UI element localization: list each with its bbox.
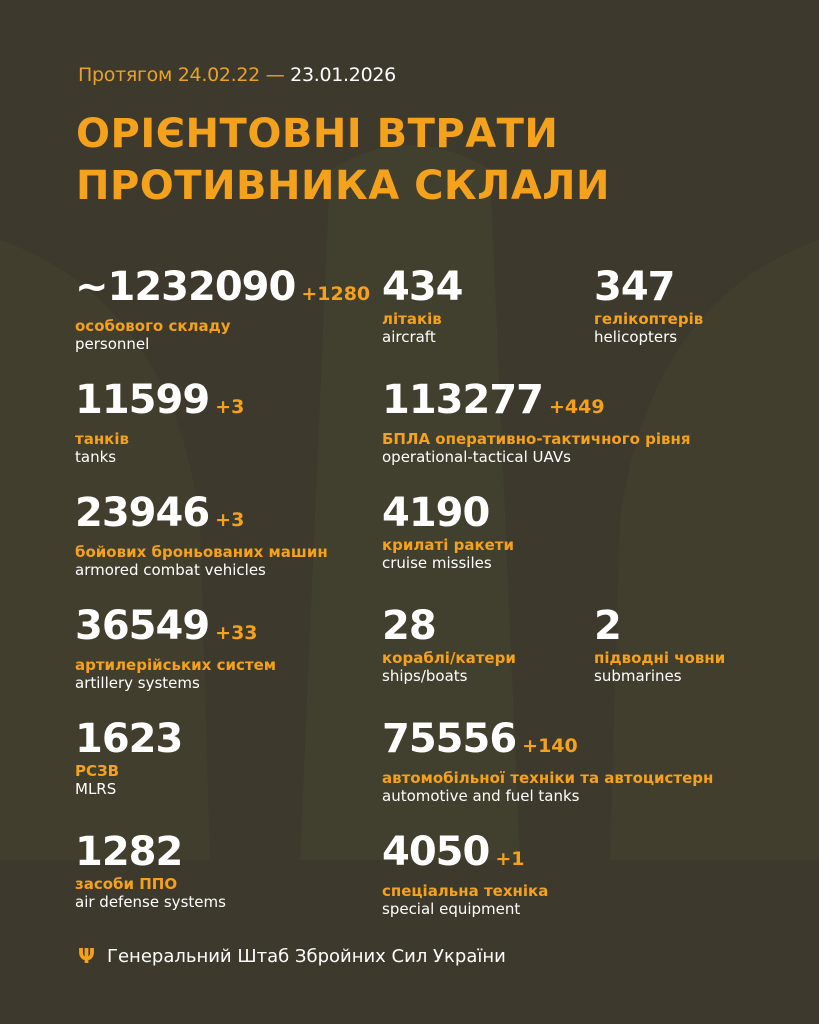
stat-label-en: operational-tactical UAVs (382, 448, 571, 466)
stat-personnel: ~1232090 +1280 особового складу personnel (75, 266, 370, 353)
stat-label-ua: танків (75, 430, 129, 448)
period-end: 23.01.2026 (290, 64, 396, 86)
stat-value: 113277 +449 (382, 379, 690, 428)
stat-tanks: 11599 +3 танків tanks (75, 379, 244, 466)
stat-value: 434 (382, 266, 463, 308)
stat-label-en: automotive and fuel tanks (382, 787, 580, 805)
value: 113277 (382, 377, 544, 423)
stat-label-ua: літаків (382, 310, 442, 328)
stat-label-en: MLRS (75, 780, 117, 798)
value: 1623 (75, 716, 183, 762)
title-line-1: ОРІЄНТОВНІ ВТРАТИ (76, 111, 559, 157)
stat-label-ua: БПЛА оперативно-тактичного рівня (382, 430, 691, 448)
stat-aircraft: 434 літаків aircraft (382, 266, 463, 346)
stat-label-en: special equipment (382, 900, 521, 918)
value: 2 (594, 603, 622, 649)
title-line-2: ПРОТИВНИКА СКЛАЛИ (76, 163, 611, 209)
trident-icon: Ψ (78, 944, 95, 968)
stat-value: ~1232090 +1280 (75, 266, 370, 315)
value: 11599 (75, 377, 210, 423)
stat-operational-tactical-uavs: 113277 +449 БПЛА оперативно-тактичного рів… (382, 379, 690, 466)
stat-value: 75556 +140 (382, 718, 713, 767)
stat-ships-boats: 28 кораблі/катери ships/boats (382, 605, 516, 685)
stat-value: 28 (382, 605, 516, 647)
stat-delta: +33 (215, 622, 258, 644)
stat-delta: +3 (215, 509, 245, 531)
stat-label-ua: гелікоптерів (594, 310, 704, 328)
stat-label-ua: особового складу (75, 317, 231, 335)
stat-label-en: aircraft (382, 328, 436, 346)
value: 434 (382, 264, 463, 310)
stat-value: 36549 +33 (75, 605, 276, 654)
stat-helicopters: 347 гелікоптерів helicopters (594, 266, 703, 346)
stat-label-ua: кораблі/катери (382, 649, 516, 667)
value: 75556 (382, 716, 517, 762)
value: ~1232090 (75, 264, 296, 310)
footer-text: Генеральний Штаб Збройних Сил України (107, 945, 506, 967)
stat-automotive-and-fuel-tanks: 75556 +140 автомобільної техніки та автоци… (382, 718, 713, 805)
stat-label-en: cruise missiles (382, 554, 492, 572)
stat-label-ua: крилаті ракети (382, 536, 515, 554)
stat-delta: +3 (215, 396, 245, 418)
value: 347 (594, 264, 675, 310)
stat-delta: +1 (495, 848, 525, 870)
footer: Ψ Генеральний Штаб Збройних Сил України (78, 944, 506, 968)
stat-submarines: 2 підводні човни submarines (594, 605, 725, 685)
stat-air-defense-systems: 1282 засоби ППО air defense systems (75, 831, 226, 911)
stat-value: 1282 (75, 831, 226, 873)
stat-label-en: personnel (75, 335, 150, 353)
value: 23946 (75, 490, 210, 536)
stat-value: 2 (594, 605, 725, 647)
stat-label-ua: автомобільної техніки та автоцистерн (382, 769, 714, 787)
value: 4190 (382, 490, 490, 536)
stat-label-en: air defense systems (75, 893, 226, 911)
stat-label-ua: бойових броньованих машин (75, 543, 328, 561)
value: 28 (382, 603, 437, 649)
stat-special-equipment: 4050 +1 спеціальна техніка special equipmen… (382, 831, 548, 918)
stat-mlrs: 1623 РСЗВ MLRS (75, 716, 183, 798)
stat-label-ua: спеціальна техніка (382, 882, 549, 900)
stat-label-en: helicopters (594, 328, 678, 346)
stat-artillery-systems: 36549 +33 артилерійських систем artillery s… (75, 605, 276, 692)
period-start: Протягом 24.02.22 — (78, 64, 285, 86)
stat-delta: +140 (522, 735, 578, 757)
stat-label-en: armored combat vehicles (75, 561, 266, 579)
stat-delta: +449 (549, 396, 605, 418)
stat-label-ua: РСЗВ (75, 762, 120, 780)
stat-label-ua: артилерійських систем (75, 656, 276, 674)
stat-value: 23946 +3 (75, 492, 328, 541)
stat-label-en: artillery systems (75, 674, 200, 692)
stat-value: 4050 +1 (382, 831, 548, 880)
value: 1282 (75, 829, 183, 875)
stat-value: 347 (594, 266, 703, 308)
stat-armored-combat-vehicles: 23946 +3 бойових броньованих машин armored … (75, 492, 328, 579)
stat-label-en: ships/boats (382, 667, 468, 685)
stat-label-en: submarines (594, 667, 682, 685)
page-title: ОРІЄНТОВНІ ВТРАТИ ПРОТИВНИКА СКЛАЛИ (76, 108, 610, 212)
stat-value: 11599 +3 (75, 379, 244, 428)
stat-value: 4190 (382, 492, 514, 534)
stat-cruise-missiles: 4190 крилаті ракети cruise missiles (382, 492, 514, 572)
value: 4050 (382, 829, 490, 875)
value: 36549 (75, 603, 210, 649)
stat-value: 1623 (75, 716, 183, 762)
period: Протягом 24.02.22 — 23.01.2026 (78, 64, 396, 86)
stat-label-ua: підводні човни (594, 649, 726, 667)
stat-label-en: tanks (75, 448, 117, 466)
stat-delta: +1280 (301, 283, 371, 305)
stat-label-ua: засоби ППО (75, 875, 178, 893)
